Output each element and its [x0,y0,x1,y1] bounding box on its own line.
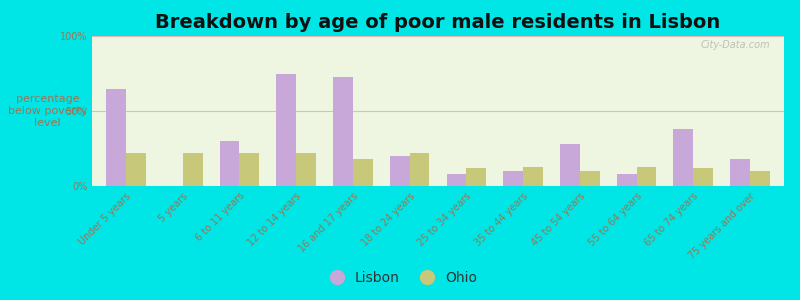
Bar [390,156,410,186]
Bar [694,168,713,186]
Bar [239,153,259,186]
Bar [333,76,353,186]
Bar [410,153,430,186]
Bar [523,167,543,186]
Bar [560,144,580,186]
Text: percentage
below poverty
level: percentage below poverty level [8,94,87,128]
Bar [750,171,770,186]
Bar [182,153,202,186]
Text: City-Data.com: City-Data.com [701,40,770,50]
Bar [106,88,126,186]
Bar [730,159,750,186]
Bar [637,167,656,186]
Bar [503,171,523,186]
Bar [353,159,373,186]
Legend: Lisbon, Ohio: Lisbon, Ohio [317,265,483,290]
Title: Breakdown by age of poor male residents in Lisbon: Breakdown by age of poor male residents … [155,13,721,32]
Bar [674,129,694,186]
Bar [580,171,600,186]
Bar [296,153,316,186]
Bar [126,153,146,186]
Bar [220,141,239,186]
Bar [276,74,296,186]
Bar [617,174,637,186]
Bar [446,174,466,186]
Bar [466,168,486,186]
